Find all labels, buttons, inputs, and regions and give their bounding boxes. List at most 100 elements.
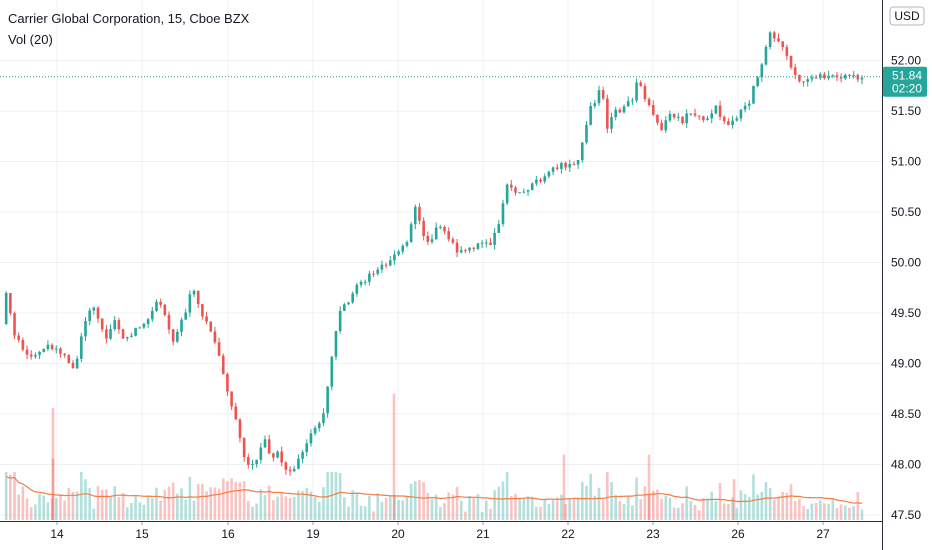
volume-bar [238,482,242,520]
volume-bar [714,500,718,520]
volume-bar [672,507,676,520]
candle-body [785,47,789,57]
candle-body [468,247,471,251]
volume-bar [593,495,597,520]
volume-bar [292,496,296,520]
volume-bar [514,493,517,520]
candle-body [635,82,638,101]
volume-bar [472,498,476,520]
candle-body [92,307,96,311]
volume-bar [510,496,513,520]
volume-bar [747,496,751,520]
volume-bar [130,503,133,520]
candle-body [710,113,714,119]
candle-body [13,313,16,336]
volume-bar [530,496,534,520]
volume-bar [46,502,50,520]
candle-body [192,290,196,295]
candle-body [242,437,246,458]
volume-bar [497,486,501,520]
volume-bar [664,495,668,520]
volume-bar [338,472,342,520]
time-tick-label: 19 [306,527,320,541]
candle-body [439,227,442,229]
candle-body [689,113,693,115]
volume-bar [100,489,104,520]
candle-body [305,443,309,453]
volume-indicator-label[interactable]: Vol (20) [8,32,53,47]
volume-bar [643,486,647,520]
candle-body [522,191,526,193]
price-tick-label: 48.00 [891,457,921,471]
volume-ma-line [6,476,863,504]
volume-bar [555,497,559,520]
volume-bar [484,500,488,520]
time-tick-label: 27 [816,527,830,541]
candle-body [576,160,580,165]
volume-bar [447,492,450,520]
volume-bar [572,499,576,520]
candle-body [401,245,405,252]
candle-body [267,439,271,454]
volume-bar [560,494,563,520]
volume-bar [4,472,8,520]
time-axis[interactable]: 14 15 16 19 20 21 22 23 26 27 [0,521,882,541]
candle-body [34,354,37,357]
candle-body [142,323,146,328]
candle-body [493,232,496,245]
volume-bar [159,500,162,520]
candle-body [188,294,192,313]
currency-badge [889,6,925,26]
volume-bar [622,503,626,520]
volume-bar [247,500,250,520]
volume-bar [568,497,572,520]
volume-bar [313,497,317,520]
candle-body [171,329,175,342]
volume-bar [710,491,714,520]
candle-body [714,105,718,114]
volume-bar [9,474,12,520]
time-tick-label: 15 [135,527,149,541]
candle-body [472,247,476,249]
candle-body [96,307,100,319]
candle-body [443,227,446,232]
volume-bar [75,491,79,520]
volume-bar [660,498,663,520]
candle-body [297,458,300,469]
volume-bar [727,503,730,520]
candle-body [773,32,776,39]
candle-body [50,344,54,350]
volume-bar [21,486,25,520]
volume-bar [301,491,304,520]
volume-bar [618,500,622,520]
volume-bar [518,497,521,520]
candle-body [818,74,822,79]
candle-body [247,457,250,465]
candle-body [505,184,509,204]
candle-body [839,77,843,79]
volume-bar [739,490,743,520]
volume-bar [764,482,768,520]
candle-body [668,113,672,121]
volume-bar [251,506,254,520]
volume-bar [810,503,814,520]
volume-bar [464,511,467,520]
candle-body [585,124,588,143]
volume-bar [443,503,446,520]
volume-bar [80,472,83,520]
price-tick-label: 51.00 [891,155,921,169]
candle-body [414,206,417,225]
candle-body [138,327,142,329]
price-axis[interactable]: 52.00 51.50 51.00 50.50 50.00 49.50 49.00 48.50… [882,0,928,550]
volume-bar [322,487,325,520]
candle-body [9,293,12,314]
candle-body [176,331,179,342]
volume-bar [580,481,584,520]
volume-bar [29,507,33,520]
candle-body [284,462,288,470]
candle-body [100,318,104,330]
volume-bar [505,472,509,520]
candle-body [125,337,129,339]
